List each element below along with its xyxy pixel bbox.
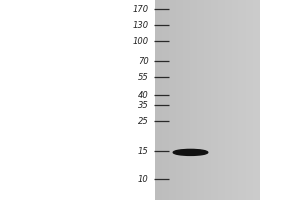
Text: 15: 15 <box>138 146 148 156</box>
Bar <box>186 0 190 200</box>
Ellipse shape <box>173 149 208 155</box>
Bar <box>169 0 172 200</box>
Bar <box>224 0 228 200</box>
Bar <box>218 0 221 200</box>
Text: 55: 55 <box>138 72 148 82</box>
Bar <box>245 0 249 200</box>
Text: 40: 40 <box>138 90 148 99</box>
Text: 10: 10 <box>138 174 148 184</box>
Text: 25: 25 <box>138 116 148 126</box>
Bar <box>238 0 242 200</box>
Bar <box>190 0 193 200</box>
Bar <box>228 0 232 200</box>
Bar <box>221 0 225 200</box>
Bar <box>158 0 162 200</box>
Text: 130: 130 <box>132 21 148 29</box>
Bar <box>203 0 207 200</box>
Text: 35: 35 <box>138 100 148 110</box>
Bar <box>196 0 200 200</box>
Bar <box>235 0 239 200</box>
Bar <box>154 0 260 200</box>
Bar <box>161 0 165 200</box>
Bar <box>253 0 256 200</box>
Text: 70: 70 <box>138 56 148 66</box>
Bar <box>207 0 211 200</box>
Text: 170: 170 <box>132 4 148 14</box>
Bar <box>176 0 179 200</box>
Bar <box>249 0 253 200</box>
Text: 100: 100 <box>132 36 148 46</box>
Bar <box>214 0 218 200</box>
Bar <box>200 0 204 200</box>
Bar <box>232 0 235 200</box>
Bar <box>193 0 197 200</box>
Bar <box>165 0 169 200</box>
Bar <box>256 0 260 200</box>
Bar <box>242 0 246 200</box>
Bar <box>154 0 158 200</box>
Bar <box>179 0 183 200</box>
Bar <box>211 0 214 200</box>
Bar <box>182 0 186 200</box>
Bar <box>172 0 176 200</box>
